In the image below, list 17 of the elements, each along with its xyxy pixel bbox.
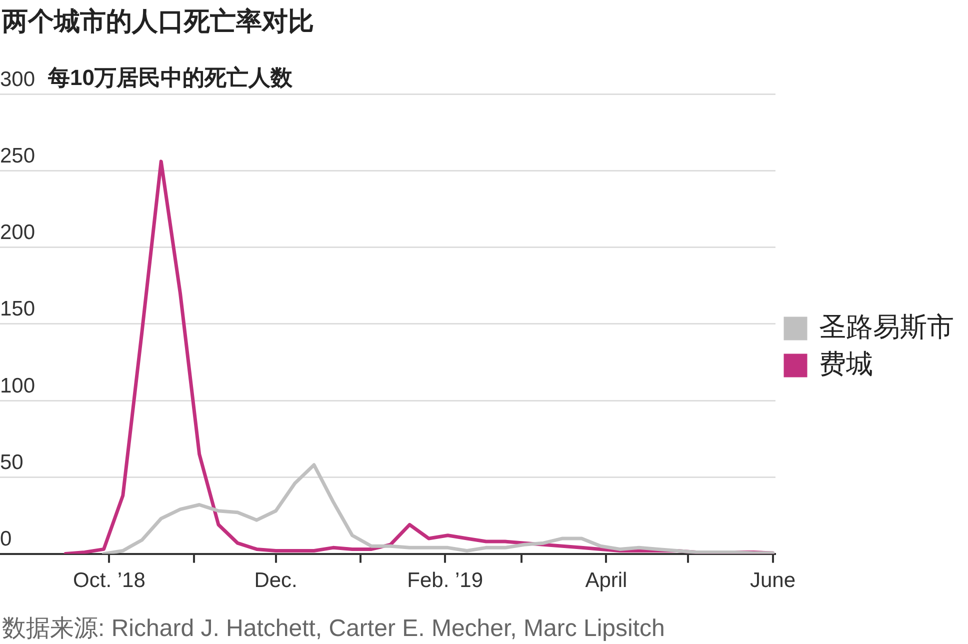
y-tick-label: 200	[0, 221, 36, 244]
x-tick-label: Dec.	[254, 569, 298, 592]
y-tick-label: 100	[0, 374, 36, 398]
legend-label: 费城	[819, 348, 873, 379]
y-axis-title: 每10万居民中的死亡人数	[47, 65, 294, 90]
y-tick-label: 0	[0, 528, 12, 551]
y-tick-label: 150	[0, 298, 36, 321]
x-tick-label: June	[750, 569, 796, 592]
legend-label: 圣路易斯市	[819, 312, 954, 342]
y-tick-label: 50	[0, 450, 24, 474]
chart-title: 两个城市的人口死亡率对比	[2, 5, 314, 38]
x-tick-label: Feb. ’19	[407, 569, 484, 592]
source-note: 数据来源: Richard J. Hatchett, Carter E. Mecher, Marc Lipsitch	[2, 614, 665, 644]
y-tick-label: 250	[0, 144, 36, 168]
x-tick-label: Oct. ’18	[73, 569, 146, 592]
y-tick-label: 300	[0, 68, 36, 91]
x-tick-label: April	[585, 569, 628, 592]
